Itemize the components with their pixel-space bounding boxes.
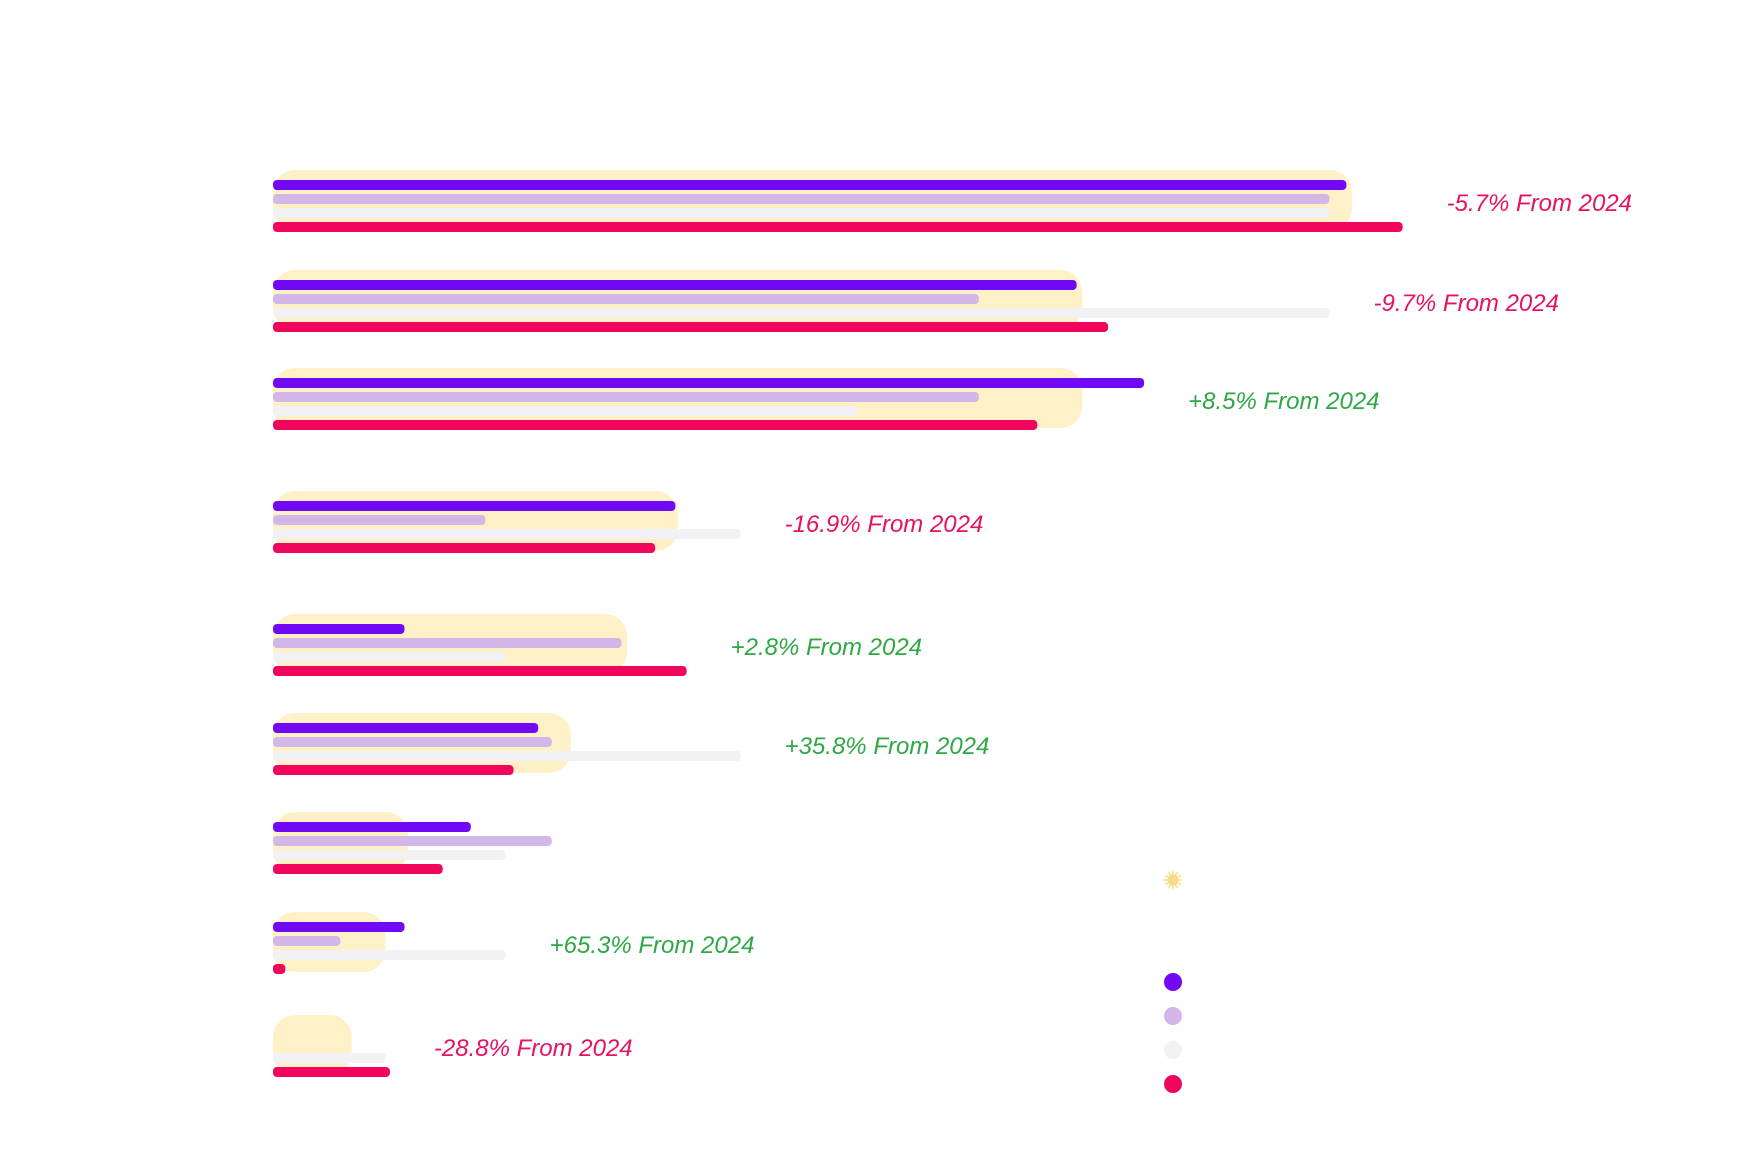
legend [1163,870,1183,1093]
highlight-bar-9 [273,1015,352,1075]
bar-series-1-row-4 [273,501,676,511]
change-annotation-8: +65.3% From 2024 [550,932,755,959]
bar-series-3-row-7 [273,850,506,860]
bar-series-2-row-4 [273,515,486,525]
bar-series-1-row-6 [273,723,539,733]
bar-series-3-row-2 [273,308,1330,318]
change-annotation-1: -5.7% From 2024 [1447,190,1632,217]
bar-series-2-row-1 [273,194,1330,204]
bar-series-1-row-5 [273,624,405,634]
legend-marker-series-3 [1164,1041,1182,1059]
bar-series-4-row-6 [273,765,514,775]
legend-highlight-sunburst-icon [1163,870,1183,890]
bar-series-2-row-2 [273,294,979,304]
bar-series-4-row-9 [273,1067,390,1077]
bar-series-4-row-3 [273,420,1038,430]
legend-marker-series-4 [1164,1075,1182,1093]
bar-series-4-row-2 [273,322,1109,332]
bar-series-3-row-6 [273,751,741,761]
bar-series-3-row-1 [273,208,1330,218]
bar-series-1-row-2 [273,280,1077,290]
change-annotation-2: -9.7% From 2024 [1374,290,1559,317]
change-annotation-6: +35.8% From 2024 [785,733,990,760]
highlight-layer [273,170,1353,1075]
bar-series-2-row-5 [273,638,622,648]
annotation-layer: -5.7% From 2024 -9.7% From 2024 +8.5% From… [434,190,1632,1062]
bar-series-1-row-3 [273,378,1145,388]
bar-series-3-row-5 [273,652,506,662]
bar-series-3-row-9 [273,1053,386,1063]
bar-series-2-row-3 [273,392,979,402]
bar-series-3-row-3 [273,406,858,416]
bar-series-4-row-8 [273,964,286,974]
change-annotation-4: -16.9% From 2024 [785,511,984,538]
bar-series-2-row-6 [273,737,552,747]
change-annotation-3: +8.5% From 2024 [1188,388,1379,415]
bar-series-1-row-1 [273,180,1347,190]
change-annotation-5: +2.8% From 2024 [731,634,922,661]
bar-series-1-row-8 [273,922,405,932]
bar-series-4-row-5 [273,666,687,676]
bar-series-4-row-7 [273,864,443,874]
bars-layer [273,180,1403,1077]
bar-series-3-row-8 [273,950,506,960]
change-annotation-9: -28.8% From 2024 [434,1035,633,1062]
bar-series-1-row-7 [273,822,471,832]
bar-series-4-row-1 [273,222,1403,232]
bar-series-2-row-7 [273,836,552,846]
legend-marker-series-1 [1164,973,1182,991]
bar-series-4-row-4 [273,543,656,553]
legend-marker-series-2 [1164,1007,1182,1025]
bar-series-2-row-8 [273,936,341,946]
bar-series-3-row-4 [273,529,741,539]
